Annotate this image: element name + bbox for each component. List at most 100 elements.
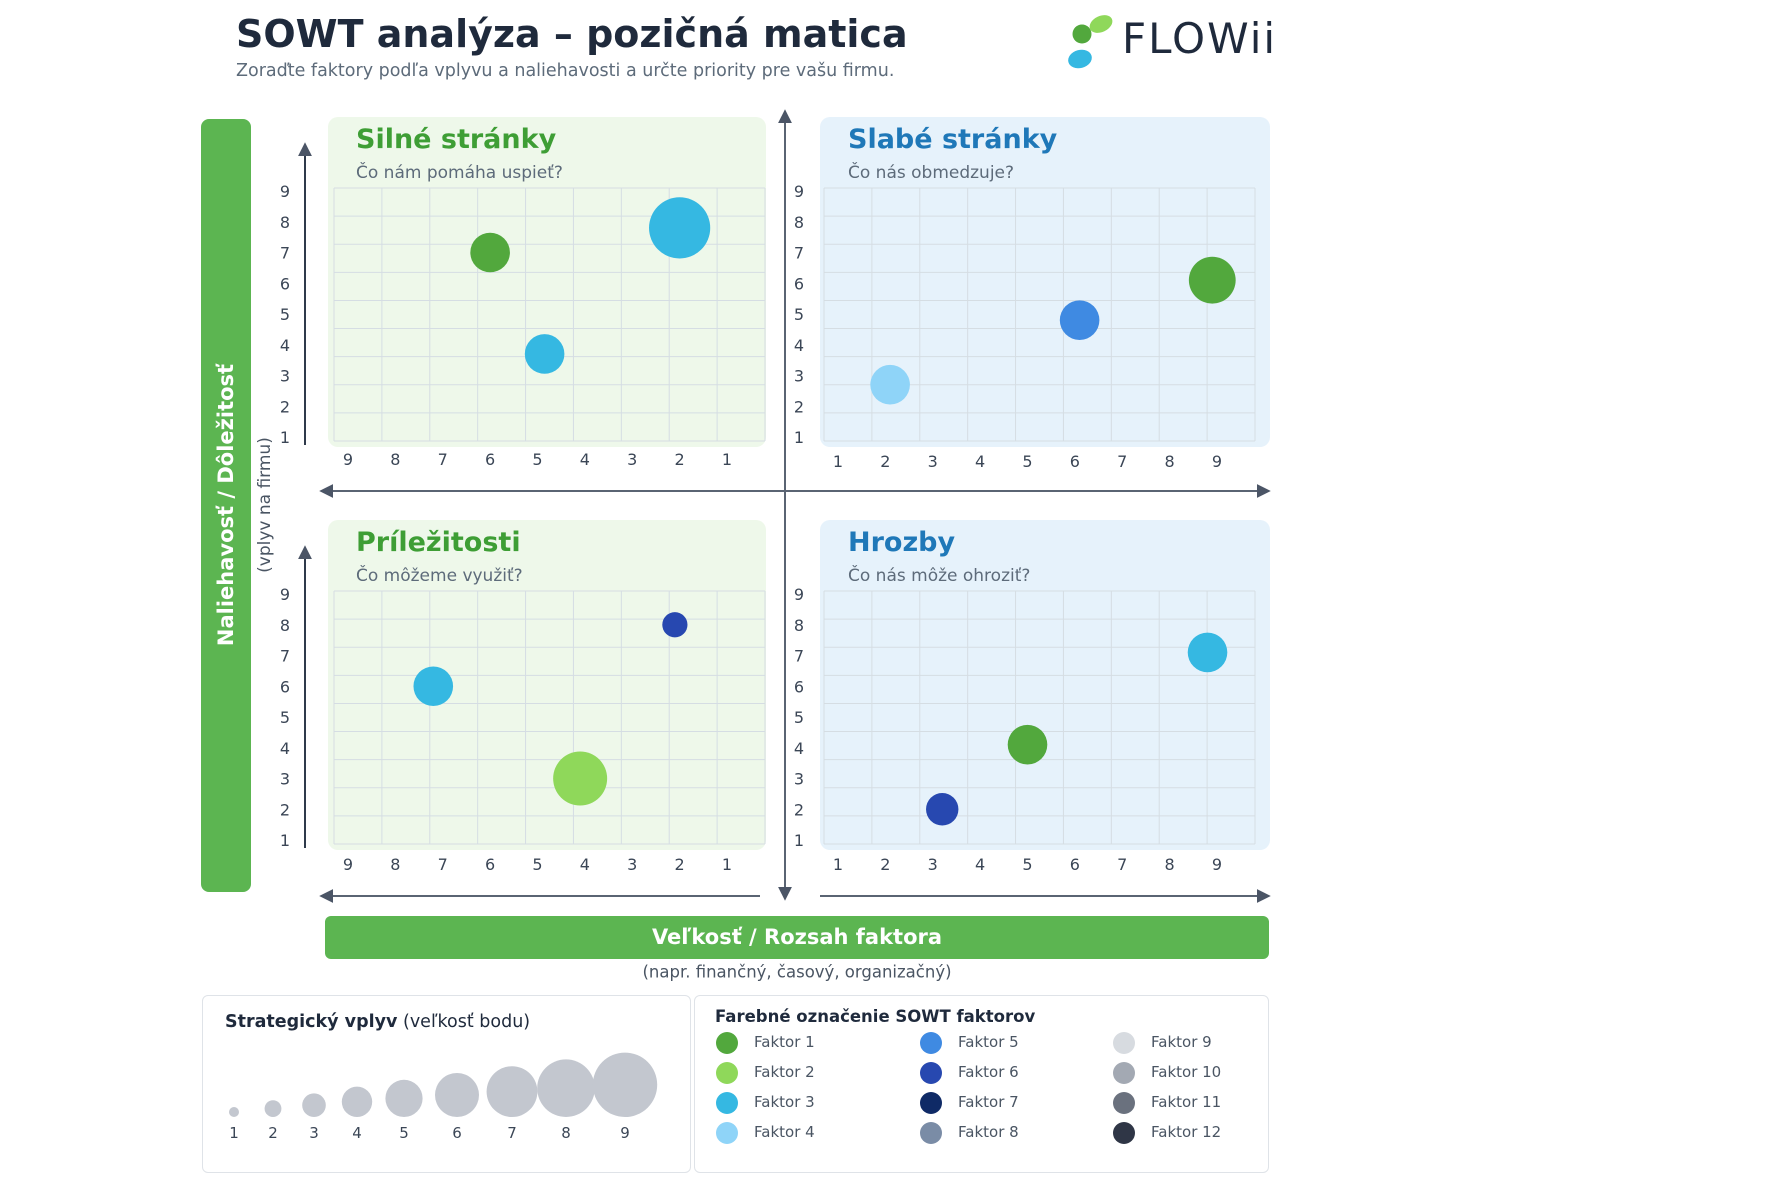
size-legend-label: 3 — [309, 1124, 319, 1142]
quadrant-subtitle-threats: Čo nás môže ohroziť? — [848, 566, 1031, 586]
y-tick-label: 7 — [280, 244, 290, 263]
x-tick-label: 8 — [1165, 452, 1175, 471]
color-legend — [694, 995, 1269, 1173]
quadrant-title-opportunities: Príležitosti — [356, 527, 521, 558]
y-tick-label: 4 — [280, 336, 290, 355]
quadrant-panel-opportunities — [328, 520, 766, 850]
flowii-logo-icon — [1068, 15, 1113, 69]
x-tick-label: 7 — [438, 450, 448, 469]
color-legend-swatch — [920, 1092, 942, 1114]
data-point — [649, 197, 711, 259]
size-legend-label: 6 — [452, 1124, 462, 1142]
y-tick-label: 2 — [280, 800, 290, 819]
y-tick-label: 5 — [280, 305, 290, 324]
y-tick-label: 9 — [794, 182, 804, 201]
x-axis-label: Veľkosť / Rozsah faktora — [651, 925, 943, 949]
y-axis-banner — [201, 119, 251, 892]
color-legend-label: Faktor 5 — [958, 1033, 1019, 1051]
size-legend-label: 4 — [352, 1124, 362, 1142]
color-legend-items: Faktor 1 Faktor 2 Faktor 3 Faktor 4 Faktor 5… — [694, 995, 1267, 1171]
x-tick-label: 1 — [833, 452, 843, 471]
size-legend-circle — [537, 1059, 595, 1117]
y-tick-label: 1 — [794, 428, 804, 447]
color-legend-swatch — [1113, 1032, 1135, 1054]
y-tick-label: 9 — [280, 585, 290, 604]
y-tick-label: 9 — [280, 182, 290, 201]
data-point — [553, 751, 608, 806]
x-tick-label: 2 — [880, 855, 890, 874]
size-legend-circle — [486, 1066, 538, 1117]
data-point — [413, 666, 454, 707]
y-tick-label: 3 — [794, 367, 804, 386]
x-tick-label: 9 — [343, 855, 353, 874]
color-legend-label: Faktor 10 — [1151, 1063, 1222, 1081]
x-tick-label: 6 — [485, 450, 495, 469]
size-legend-label: 5 — [399, 1124, 409, 1142]
quadrant-panel-weaknesses — [820, 117, 1270, 447]
x-tick-label: 9 — [1212, 452, 1222, 471]
page-subtitle: Zoraďte faktory podľa vplyvu a naliehavo… — [236, 61, 895, 81]
y-tick-label: 2 — [794, 800, 804, 819]
x-tick-label: 9 — [343, 450, 353, 469]
quadrant-panel-strengths — [328, 117, 766, 447]
color-legend-swatch — [716, 1062, 738, 1084]
color-legend-label: Faktor 12 — [1151, 1123, 1222, 1141]
quadrant-subtitle-opportunities: Čo môžeme využiť? — [356, 566, 523, 586]
y-tick-label: 4 — [794, 336, 804, 355]
x-tick-label: 4 — [975, 855, 985, 874]
x-tick-label: 6 — [485, 855, 495, 874]
x-tick-label: 5 — [532, 450, 542, 469]
color-legend-title: Farebné označenie SOWT faktorov — [715, 1007, 1036, 1026]
x-tick-label: 7 — [1117, 855, 1127, 874]
y-tick-label: 5 — [280, 708, 290, 727]
y-tick-label: 6 — [794, 274, 804, 293]
color-legend-swatch — [920, 1032, 942, 1054]
y-tick-label: 6 — [280, 677, 290, 696]
x-tick-label: 7 — [1117, 452, 1127, 471]
data-point — [470, 232, 510, 273]
color-legend-swatch — [1113, 1092, 1135, 1114]
x-tick-label: 4 — [580, 855, 590, 874]
x-tick-label: 2 — [675, 855, 685, 874]
x-tick-label: 7 — [438, 855, 448, 874]
x-tick-label: 1 — [833, 855, 843, 874]
color-legend-swatch — [1113, 1122, 1135, 1144]
data-point — [1007, 724, 1048, 765]
size-legend-title: Strategický vplyv (veľkosť bodu) — [225, 1012, 530, 1032]
size-legend-title-rest: (veľkosť bodu) — [397, 1012, 531, 1032]
color-legend-label: Faktor 11 — [1151, 1093, 1222, 1111]
x-tick-label: 8 — [1165, 855, 1175, 874]
y-tick-label: 2 — [280, 397, 290, 416]
color-legend-swatch — [716, 1092, 738, 1114]
x-tick-label: 6 — [1070, 452, 1080, 471]
y-tick-label: 8 — [794, 213, 804, 232]
y-tick-label: 1 — [280, 428, 290, 447]
data-point — [1188, 256, 1236, 304]
y-tick-label: 1 — [794, 831, 804, 850]
x-tick-label: 3 — [627, 450, 637, 469]
data-point — [524, 334, 565, 374]
size-legend-title-bold: Strategický vplyv — [225, 1012, 398, 1032]
x-axis-note: (napr. finančný, časový, organizačný) — [642, 962, 952, 982]
color-legend-swatch — [920, 1062, 942, 1084]
color-legend-label: Faktor 8 — [958, 1123, 1019, 1141]
x-tick-label: 2 — [675, 450, 685, 469]
logo-text: FLOWii — [1122, 14, 1278, 63]
x-tick-label: 1 — [722, 855, 732, 874]
color-legend-swatch — [716, 1122, 738, 1144]
y-tick-label: 6 — [794, 677, 804, 696]
size-legend-circle — [229, 1107, 239, 1117]
size-legend-label: 8 — [561, 1124, 571, 1142]
color-legend-swatch — [1113, 1062, 1135, 1084]
y-tick-label: 2 — [794, 397, 804, 416]
x-axis-banner — [325, 916, 1269, 959]
data-point — [870, 364, 910, 405]
y-tick-label: 8 — [794, 616, 804, 635]
y-tick-label: 7 — [280, 647, 290, 666]
data-point — [662, 612, 688, 638]
x-tick-label: 5 — [532, 855, 542, 874]
y-tick-label: 7 — [794, 647, 804, 666]
color-legend-label: Faktor 2 — [754, 1063, 815, 1081]
y-tick-label: 3 — [794, 770, 804, 789]
